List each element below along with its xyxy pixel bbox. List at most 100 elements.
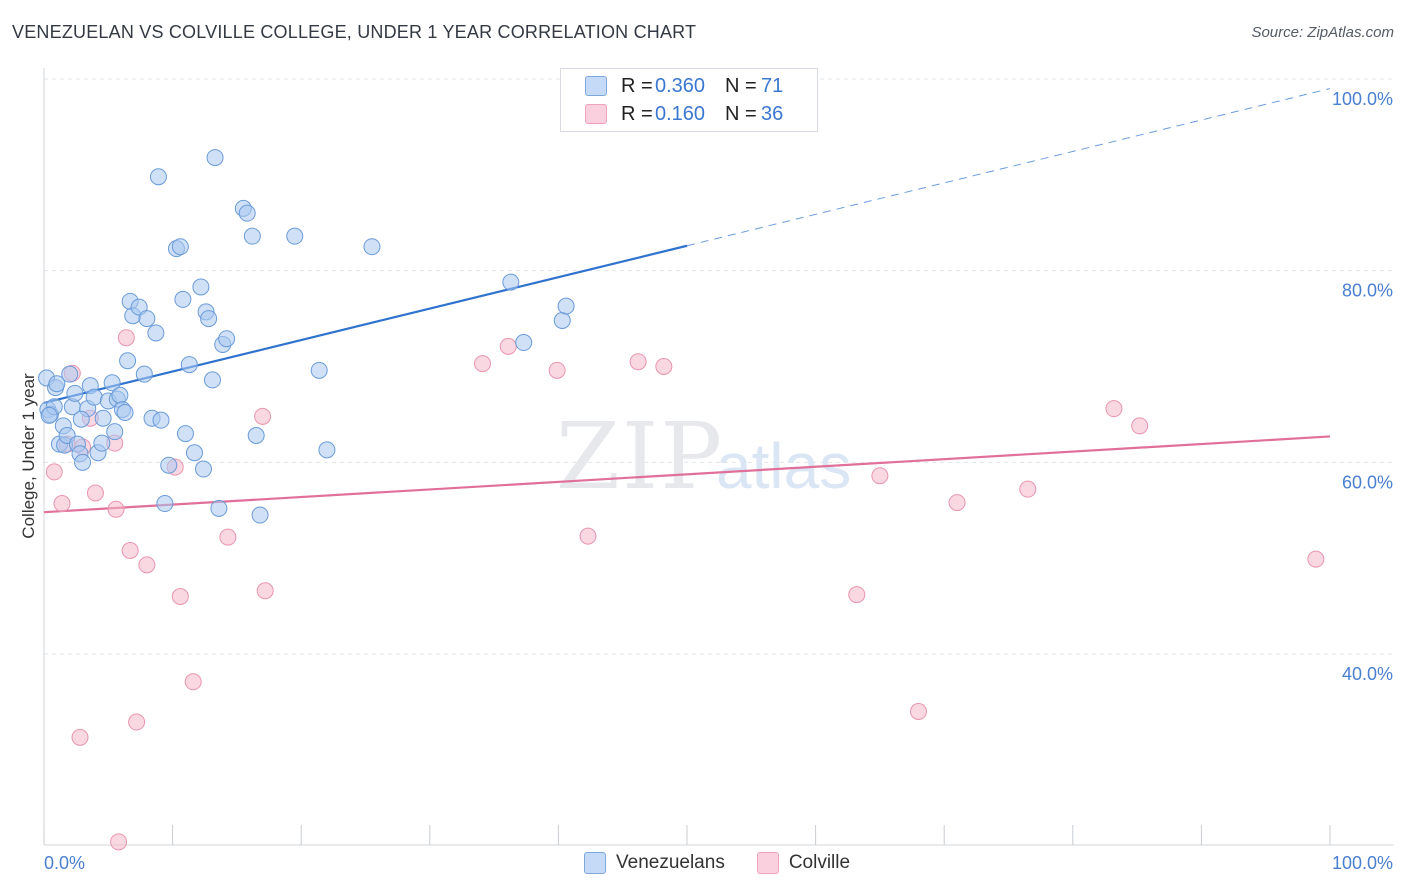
point-venezuelans [218, 330, 236, 348]
legend-row-venezuelans: R = 0.360 N = 71 [585, 74, 783, 98]
point-colville [110, 833, 128, 851]
point-venezuelans [61, 365, 79, 383]
legend-swatch-blue [584, 852, 606, 874]
point-venezuelans [206, 149, 224, 167]
point-venezuelans [515, 334, 533, 352]
point-colville [1105, 400, 1123, 418]
point-venezuelans [553, 312, 571, 329]
legend-r-value: 0.360 [655, 74, 706, 97]
point-colville [121, 542, 139, 559]
point-venezuelans [138, 310, 156, 328]
data-points [38, 70, 1325, 851]
point-venezuelans [106, 423, 124, 441]
y-axis-label: College, Under 1 year [19, 373, 38, 539]
point-venezuelans [174, 290, 192, 308]
trend-line-colville [43, 435, 1331, 514]
legend-row-colville: R = 0.160 N = 36 [585, 102, 783, 126]
point-colville [128, 713, 146, 731]
point-venezuelans [502, 273, 520, 291]
point-venezuelans [238, 204, 256, 222]
point-venezuelans [156, 495, 174, 513]
point-venezuelans [363, 238, 381, 256]
point-venezuelans [310, 361, 328, 379]
point-venezuelans [247, 427, 265, 444]
point-colville [548, 361, 566, 379]
point-venezuelans [93, 434, 111, 452]
point-colville [45, 463, 63, 481]
point-venezuelans [318, 441, 336, 459]
point-venezuelans [103, 374, 121, 392]
legend-n-label: N = [725, 74, 757, 97]
watermark-zip: ZIP [556, 403, 724, 510]
point-colville [629, 353, 647, 371]
point-colville [86, 484, 104, 502]
y-tick-label: 60.0% [1342, 472, 1393, 492]
point-venezuelans [200, 310, 218, 328]
point-colville [256, 582, 274, 600]
point-colville [117, 329, 135, 347]
zipatlas-watermark: ZIP atlas [556, 403, 851, 510]
point-colville [107, 500, 125, 518]
stats-legend: R = 0.360 N = 71 R = 0.160 N = 36 [560, 68, 818, 132]
point-colville [1131, 417, 1149, 435]
legend-item-venezuelans: Venezuelans [584, 852, 725, 874]
x-tick-label-end: 100.0% [1332, 853, 1393, 873]
point-venezuelans [176, 425, 194, 443]
legend-label-venezuelans: Venezuelans [616, 852, 725, 873]
point-colville [1019, 480, 1037, 498]
point-colville [219, 528, 237, 546]
point-colville [184, 673, 202, 691]
tick-labels: 40.0% 60.0% 80.0% 100.0% 0.0% 100.0% [44, 89, 1393, 873]
point-venezuelans [160, 456, 178, 474]
point-venezuelans [210, 499, 228, 517]
point-venezuelans [119, 352, 137, 370]
point-colville [71, 728, 89, 746]
legend-r-label: R = [621, 102, 653, 125]
point-venezuelans [286, 227, 304, 245]
point-colville [474, 355, 492, 373]
point-venezuelans [40, 406, 58, 424]
point-colville [254, 407, 272, 425]
legend-r-label: R = [621, 74, 653, 97]
point-venezuelans [243, 227, 261, 245]
y-tick-label: 80.0% [1342, 281, 1393, 301]
legend-n-value: 36 [761, 102, 784, 125]
chart-title: VENEZUELAN VS COLVILLE COLLEGE, UNDER 1 … [12, 22, 697, 42]
point-venezuelans [135, 365, 153, 383]
point-venezuelans [194, 460, 212, 478]
point-colville [848, 586, 866, 604]
point-venezuelans [185, 444, 203, 462]
point-venezuelans [74, 453, 92, 471]
legend-swatch-blue [585, 76, 607, 96]
point-colville [171, 588, 189, 605]
point-colville [909, 703, 927, 720]
legend-r-value: 0.160 [655, 102, 706, 125]
point-venezuelans [171, 238, 189, 256]
point-venezuelans [192, 278, 210, 296]
point-venezuelans [85, 388, 103, 406]
y-tick-label: 40.0% [1342, 664, 1393, 684]
point-venezuelans [152, 411, 170, 429]
legend-item-colville: Colville [756, 852, 850, 874]
legend-swatch-pink [585, 104, 607, 124]
point-venezuelans [251, 506, 269, 524]
source-credit: Source: ZipAtlas.com [1251, 24, 1394, 41]
point-venezuelans [94, 409, 112, 427]
point-colville [579, 527, 597, 545]
legend-n-value: 71 [761, 74, 784, 97]
point-venezuelans [111, 386, 129, 404]
point-venezuelans [66, 384, 84, 402]
x-tick-label-start: 0.0% [44, 853, 85, 873]
point-colville [948, 494, 966, 512]
point-venezuelans [557, 297, 575, 315]
trend-line-venezuelans-extension [686, 88, 1331, 247]
point-colville [53, 495, 71, 513]
point-venezuelans [72, 410, 90, 428]
point-colville [499, 337, 517, 355]
series-legend: Venezuelans Colville [584, 852, 882, 874]
point-colville [1307, 550, 1325, 568]
point-venezuelans [147, 324, 165, 342]
point-colville [138, 556, 156, 574]
point-colville [871, 467, 889, 485]
